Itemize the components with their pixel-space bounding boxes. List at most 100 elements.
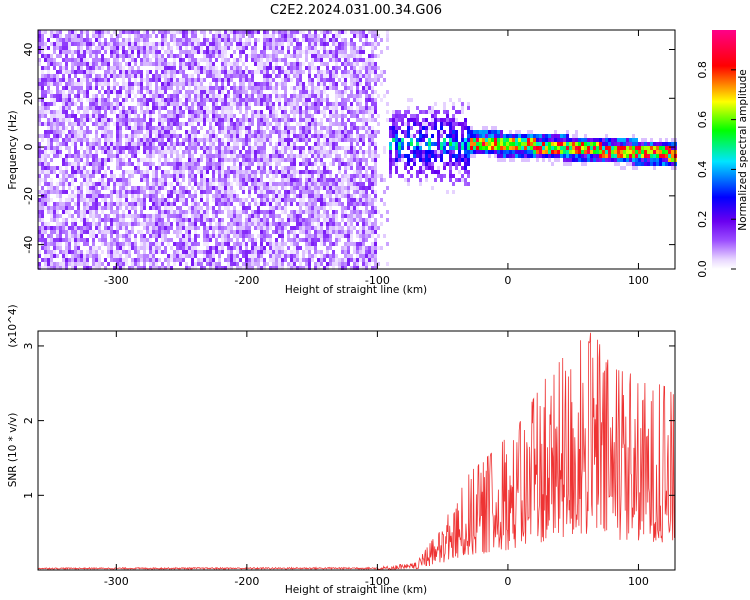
heatmap-cell bbox=[95, 206, 98, 210]
heatmap-cell bbox=[335, 138, 338, 142]
heatmap-cell bbox=[269, 58, 272, 62]
heatmap-cell bbox=[47, 106, 50, 110]
heatmap-cell bbox=[38, 114, 41, 118]
heatmap-cell bbox=[89, 250, 92, 254]
heatmap-cell bbox=[257, 146, 260, 150]
heatmap-cell bbox=[263, 138, 266, 142]
heatmap-cell bbox=[173, 66, 176, 70]
heatmap-cell bbox=[269, 82, 272, 86]
heatmap-cell bbox=[50, 78, 53, 82]
heatmap-cell bbox=[119, 186, 122, 190]
heatmap-cell bbox=[236, 134, 239, 138]
heatmap-cell bbox=[269, 94, 272, 98]
heatmap-cell bbox=[149, 94, 152, 98]
heatmap-cell bbox=[284, 142, 287, 146]
heatmap-cell bbox=[317, 250, 320, 254]
heatmap-cell bbox=[41, 138, 44, 142]
heatmap-cell bbox=[95, 182, 98, 186]
heatmap-cell bbox=[167, 206, 170, 210]
heatmap-cell bbox=[191, 78, 194, 82]
heatmap-cell bbox=[146, 226, 149, 230]
heatmap-cell bbox=[98, 162, 101, 166]
heatmap-cell bbox=[179, 102, 182, 106]
heatmap-cell bbox=[119, 266, 122, 270]
heatmap-cell bbox=[194, 226, 197, 230]
heatmap-cell bbox=[206, 130, 209, 134]
heatmap-cell bbox=[122, 134, 125, 138]
heatmap-cell bbox=[269, 162, 272, 166]
heatmap-cell bbox=[212, 54, 215, 58]
heatmap-cell bbox=[140, 74, 143, 78]
heatmap-cell bbox=[308, 198, 311, 202]
heatmap-cell bbox=[353, 214, 356, 218]
heatmap-cell bbox=[53, 202, 56, 206]
heatmap-cell bbox=[302, 162, 305, 166]
heatmap-cell bbox=[53, 150, 56, 154]
heatmap-cell bbox=[104, 158, 107, 162]
heatmap-cell bbox=[242, 222, 245, 226]
heatmap-cell bbox=[182, 178, 185, 182]
heatmap-cell bbox=[38, 198, 41, 202]
heatmap-cell bbox=[122, 30, 125, 34]
heatmap-cell bbox=[326, 86, 329, 90]
heatmap-cell bbox=[254, 174, 257, 178]
heatmap-cell bbox=[311, 114, 314, 118]
heatmap-cell bbox=[218, 138, 221, 142]
heatmap-cell bbox=[191, 186, 194, 190]
heatmap-cell bbox=[230, 70, 233, 74]
heatmap-cell bbox=[305, 134, 308, 138]
heatmap-cell bbox=[170, 138, 173, 142]
heatmap-cell bbox=[95, 194, 98, 198]
heatmap-cell bbox=[251, 238, 254, 242]
heatmap-cell bbox=[206, 54, 209, 58]
heatmap-cell bbox=[329, 206, 332, 210]
heatmap-cell bbox=[224, 174, 227, 178]
heatmap-cell bbox=[233, 222, 236, 226]
heatmap-cell bbox=[116, 262, 119, 266]
heatmap-cell bbox=[305, 206, 308, 210]
heatmap-cell bbox=[170, 70, 173, 74]
heatmap-cell bbox=[326, 118, 329, 122]
heatmap-cell bbox=[284, 114, 287, 118]
heatmap-cell bbox=[296, 258, 299, 262]
heatmap-cell bbox=[341, 50, 344, 54]
heatmap-cell bbox=[197, 118, 200, 122]
heatmap-cell bbox=[293, 154, 296, 158]
heatmap-cell bbox=[335, 106, 338, 110]
heatmap-cell bbox=[266, 134, 269, 138]
heatmap-cell bbox=[332, 86, 335, 90]
heatmap-cell bbox=[236, 74, 239, 78]
heatmap-cell bbox=[158, 190, 161, 194]
heatmap-cell bbox=[80, 262, 83, 266]
heatmap-cell bbox=[188, 30, 191, 34]
heatmap-cell bbox=[209, 150, 212, 154]
heatmap-cell bbox=[203, 58, 206, 62]
heatmap-cell bbox=[257, 54, 260, 58]
heatmap-cell bbox=[305, 190, 308, 194]
heatmap-cell bbox=[62, 94, 65, 98]
heatmap-cell bbox=[212, 174, 215, 178]
heatmap-cell bbox=[50, 122, 53, 126]
heatmap-cell bbox=[140, 238, 143, 242]
heatmap-cell bbox=[152, 234, 155, 238]
heatmap-cell bbox=[155, 186, 158, 190]
heatmap-cell bbox=[260, 70, 263, 74]
heatmap-cell bbox=[194, 34, 197, 38]
heatmap-cell bbox=[323, 242, 326, 246]
heatmap-cell bbox=[77, 166, 80, 170]
heatmap-cell bbox=[239, 222, 242, 226]
heatmap-cell bbox=[257, 234, 260, 238]
heatmap-cell bbox=[257, 130, 260, 134]
heatmap-cell bbox=[269, 214, 272, 218]
heatmap-cell bbox=[353, 126, 356, 130]
heatmap-cell bbox=[89, 130, 92, 134]
heatmap-cell bbox=[260, 54, 263, 58]
heatmap-cell bbox=[221, 238, 224, 242]
heatmap-cell bbox=[344, 262, 347, 266]
heatmap-cell bbox=[305, 174, 308, 178]
heatmap-cell bbox=[296, 46, 299, 50]
heatmap-cell bbox=[146, 98, 149, 102]
heatmap-cell bbox=[89, 54, 92, 58]
heatmap-cell bbox=[155, 98, 158, 102]
heatmap-cell bbox=[275, 162, 278, 166]
